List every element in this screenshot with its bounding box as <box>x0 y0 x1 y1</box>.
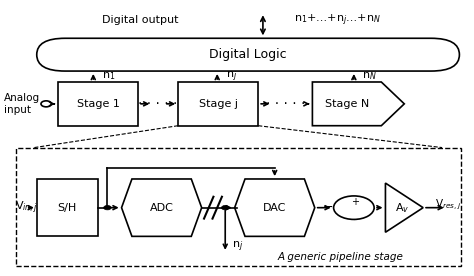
Text: n$_1$+$\ldots$+n$_j$$\ldots$+n$_N$: n$_1$+$\ldots$+n$_j$$\ldots$+n$_N$ <box>293 12 381 28</box>
Text: ADC: ADC <box>150 203 173 213</box>
Circle shape <box>221 206 229 210</box>
Text: n$_j$: n$_j$ <box>226 69 237 84</box>
Text: S/H: S/H <box>58 203 77 213</box>
Text: V$_{res,j}$: V$_{res,j}$ <box>435 198 461 212</box>
Polygon shape <box>385 183 423 232</box>
Text: A generic pipeline stage: A generic pipeline stage <box>278 252 403 262</box>
Text: Digital output: Digital output <box>102 15 179 25</box>
Text: n$_N$: n$_N$ <box>362 71 377 83</box>
FancyBboxPatch shape <box>58 82 138 126</box>
Text: n$_j$: n$_j$ <box>232 240 244 254</box>
FancyBboxPatch shape <box>16 148 461 266</box>
Text: Stage 1: Stage 1 <box>77 99 119 109</box>
FancyBboxPatch shape <box>36 179 98 236</box>
Text: −: − <box>323 201 333 214</box>
Text: Analog
input: Analog input <box>4 93 40 115</box>
Text: V$_{in,j}$: V$_{in,j}$ <box>15 200 37 216</box>
Polygon shape <box>312 82 404 126</box>
Text: A$_v$: A$_v$ <box>394 201 409 214</box>
FancyBboxPatch shape <box>178 82 258 126</box>
Polygon shape <box>121 179 201 236</box>
Circle shape <box>41 101 51 107</box>
Text: Stage N: Stage N <box>326 99 370 109</box>
Text: · · · · ·: · · · · · <box>266 97 305 111</box>
FancyBboxPatch shape <box>36 38 459 71</box>
Text: Digital Logic: Digital Logic <box>210 48 287 61</box>
Circle shape <box>334 196 374 219</box>
Text: n$_1$: n$_1$ <box>102 71 115 83</box>
Text: · · · · ·: · · · · · <box>138 97 178 111</box>
Text: +: + <box>351 197 359 207</box>
Text: DAC: DAC <box>263 203 286 213</box>
Polygon shape <box>235 179 315 236</box>
Text: Stage j: Stage j <box>199 99 237 109</box>
Circle shape <box>104 206 111 210</box>
